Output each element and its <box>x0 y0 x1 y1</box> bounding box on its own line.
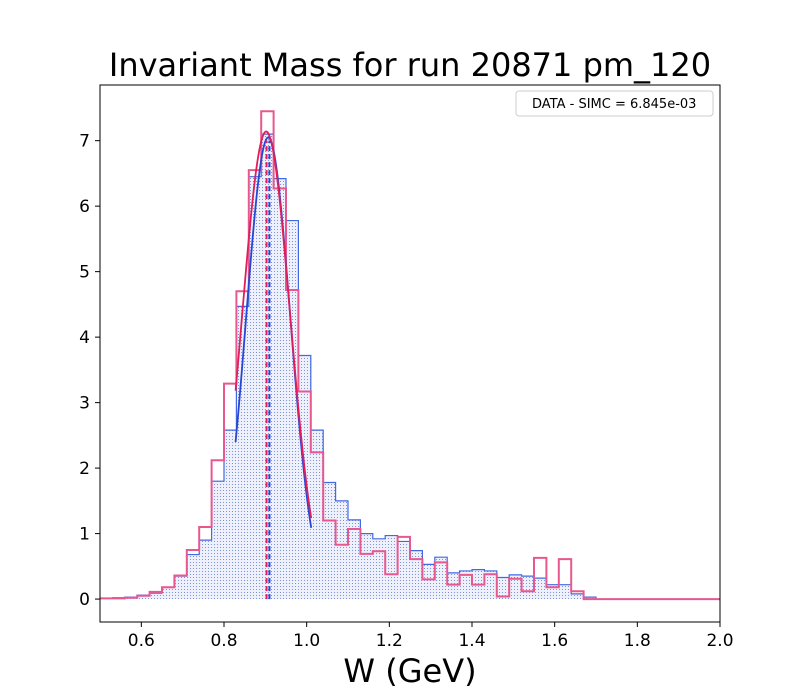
simc-bin <box>509 574 522 600</box>
simc-bin <box>286 220 299 600</box>
y-tick-label: 1 <box>79 525 90 545</box>
simc-bin <box>447 572 460 600</box>
legend-label: DATA - SIMC = 6.845e-03 <box>532 97 696 112</box>
y-tick-label: 0 <box>79 590 90 610</box>
x-tick-label: 1.6 <box>541 631 568 651</box>
simc-bin <box>137 595 150 600</box>
simc-bin <box>310 430 324 600</box>
simc-bin <box>422 564 435 600</box>
simc-bin <box>273 178 286 600</box>
simc-bin <box>236 306 249 600</box>
simc-bin <box>348 519 361 600</box>
simc-bin <box>162 587 175 600</box>
simc-bin <box>186 554 200 600</box>
simc-bin <box>484 570 497 600</box>
x-tick-label: 2.0 <box>706 631 733 651</box>
y-tick-label: 2 <box>79 459 90 479</box>
simc-bin <box>385 535 398 600</box>
simc-bin <box>496 577 510 600</box>
simc-bin <box>434 557 448 600</box>
simc-bin <box>397 541 410 600</box>
plot-area <box>100 110 720 601</box>
simc-bin <box>571 593 584 600</box>
simc-bin <box>174 576 187 600</box>
simc-bin <box>335 500 348 600</box>
simc-bin <box>459 570 472 600</box>
simc-bin <box>149 593 162 600</box>
y-tick-label: 6 <box>79 197 90 217</box>
y-tick-label: 7 <box>79 132 90 152</box>
simc-bin <box>534 578 547 600</box>
plot-frame <box>99 84 721 623</box>
legend: DATA - SIMC = 6.845e-03 <box>515 90 714 117</box>
simc-outline <box>100 133 720 600</box>
x-tick-label: 1.0 <box>293 631 320 651</box>
simc-bin <box>521 576 534 600</box>
simc-bin <box>323 482 336 600</box>
simc-bin <box>224 430 237 600</box>
simc-bin <box>199 540 212 600</box>
data-fit-curve <box>234 130 313 519</box>
x-axis: 0.6 0.8 1.0 1.2 1.4 1.6 1.8 2.0 <box>128 622 734 651</box>
simc-bin <box>248 176 262 600</box>
x-axis-label: W (GeV) <box>343 652 476 690</box>
x-tick-label: 1.2 <box>376 631 403 651</box>
simc-bin <box>360 533 373 600</box>
simc-bin <box>372 538 386 600</box>
y-tick-label: 3 <box>79 394 90 414</box>
y-axis: 0 1 2 3 4 5 6 7 <box>79 132 100 610</box>
x-tick-label: 1.4 <box>458 631 485 651</box>
data-step-line <box>100 110 720 601</box>
y-tick-label: 5 <box>79 263 90 283</box>
simc-bin <box>211 481 224 600</box>
x-tick-label: 0.6 <box>128 631 155 651</box>
simc-bin <box>558 584 572 600</box>
legend-box <box>515 90 714 117</box>
x-tick-label: 0.8 <box>210 631 237 651</box>
x-tick-label: 1.8 <box>624 631 651 651</box>
chart-title: Invariant Mass for run 20871 pm_120 <box>109 46 711 84</box>
simc-bin <box>410 550 423 600</box>
y-tick-label: 4 <box>79 328 90 348</box>
